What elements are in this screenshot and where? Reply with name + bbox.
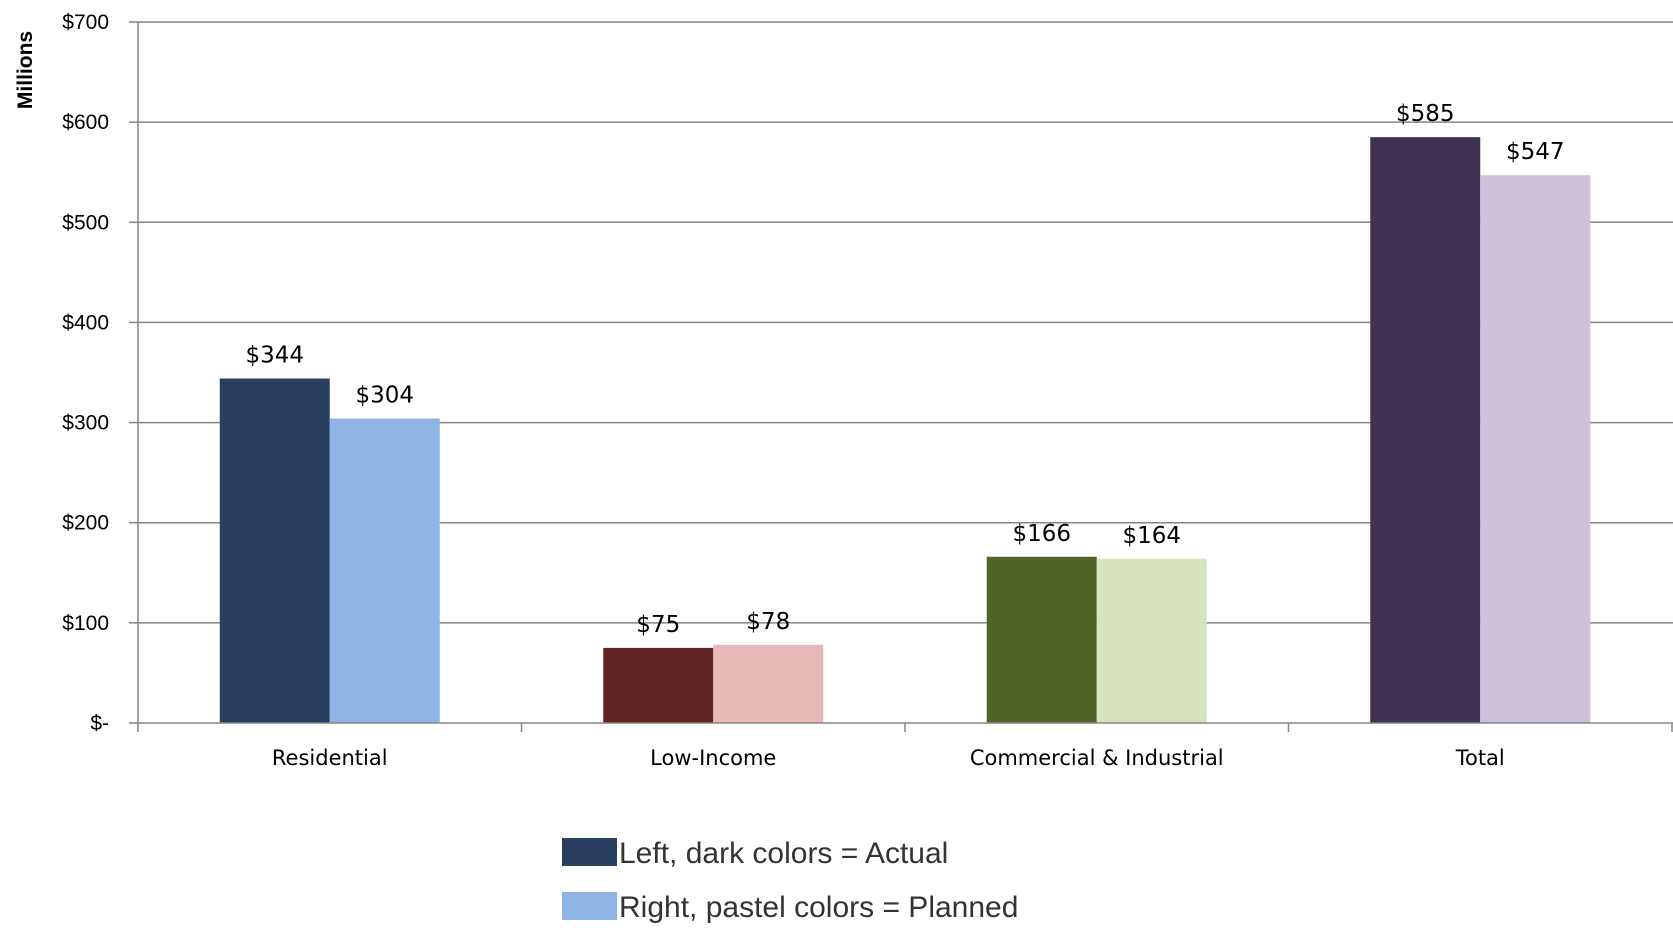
y-axis-label: Millions (14, 31, 37, 109)
bar (986, 556, 1097, 723)
bar (1096, 558, 1207, 723)
x-tick-label: Commercial & Industrial (970, 746, 1224, 770)
y-axis-ticks: $- $100 $200 $300 $400 $500 $600 $700 (62, 11, 138, 735)
y-tick-label: $100 (62, 612, 109, 635)
y-tick-label: $200 (62, 512, 109, 535)
legend-label: Left, dark colors = Actual (619, 837, 948, 870)
legend-swatch (562, 838, 617, 866)
y-tick-label: $500 (62, 211, 109, 234)
x-tick-label: Low-Income (650, 746, 776, 770)
data-label: $166 (1012, 521, 1071, 547)
bar (603, 647, 714, 723)
y-tick-label: $400 (62, 311, 109, 334)
data-label: $344 (245, 343, 304, 369)
data-labels: $344 $304 $75 $78 $166 $164 $585 $547 (245, 101, 1564, 638)
data-label: $164 (1122, 523, 1181, 549)
y-tick-label: $300 (62, 412, 109, 435)
bars (219, 137, 1591, 723)
data-label: $585 (1396, 101, 1455, 127)
x-axis-ticks: Residential Low-Income Commercial & Indust… (137, 723, 1673, 770)
y-tick-label: $600 (62, 111, 109, 134)
bar (219, 378, 330, 723)
legend-label: Right, pastel colors = Planned (619, 891, 1018, 924)
bar (329, 418, 440, 723)
x-tick-label: Residential (272, 746, 388, 770)
data-label: $78 (746, 609, 790, 635)
data-label: $75 (636, 612, 680, 638)
legend-swatch (562, 892, 617, 920)
bar (1480, 175, 1591, 723)
data-label: $547 (1506, 139, 1565, 165)
bar (1370, 137, 1481, 723)
y-tick-label: $- (90, 712, 109, 735)
bar (713, 644, 824, 723)
legend: Left, dark colors = Actual Right, pastel … (562, 837, 1018, 924)
data-label: $304 (355, 383, 414, 409)
x-tick-label: Total (1455, 746, 1505, 770)
y-tick-label: $700 (62, 11, 109, 34)
